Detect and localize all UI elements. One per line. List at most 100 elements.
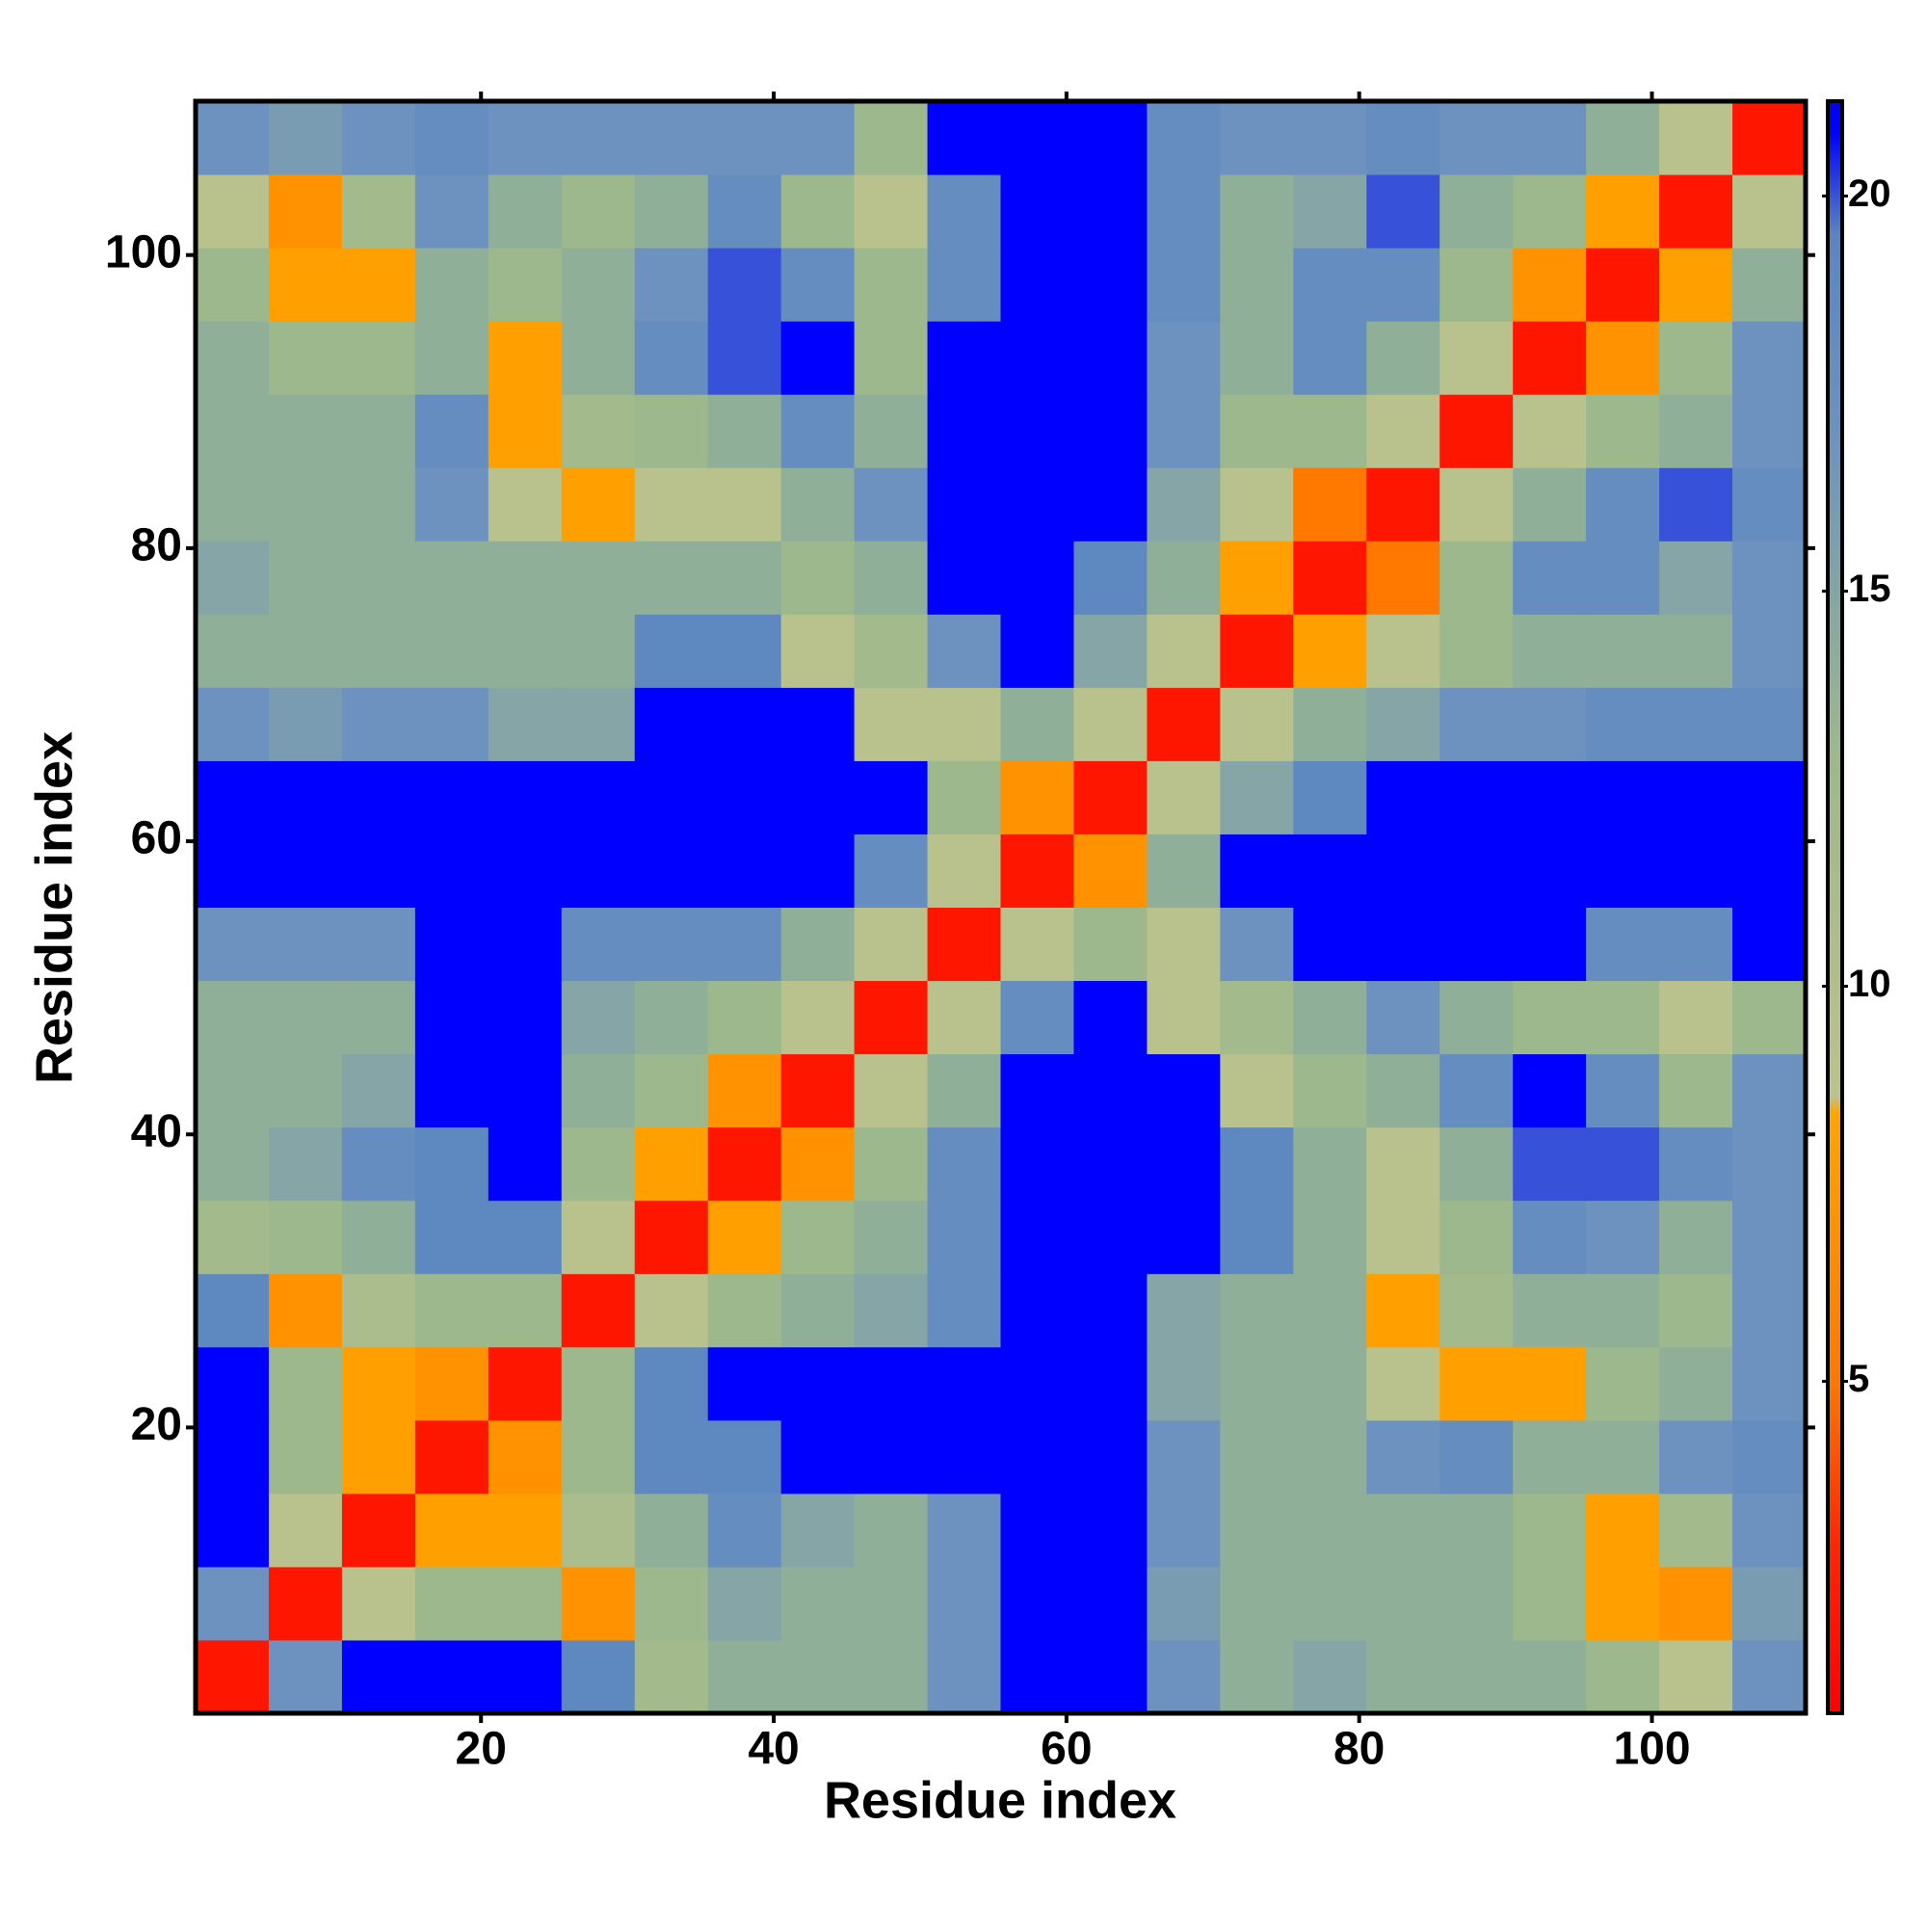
heatmap-cell — [268, 1419, 343, 1495]
heatmap-cell — [196, 1419, 270, 1495]
heatmap-cell — [1293, 467, 1367, 542]
heatmap-cell — [1732, 1053, 1807, 1128]
heatmap-cell — [1293, 248, 1367, 322]
heatmap-cell — [707, 541, 782, 615]
heatmap-cell — [1147, 834, 1221, 908]
heatmap-cell — [1293, 394, 1367, 468]
heatmap-cell — [1659, 101, 1733, 175]
heatmap-cell — [1439, 1126, 1514, 1202]
heatmap-cell — [634, 1566, 709, 1641]
heatmap-cell — [1659, 394, 1733, 468]
heatmap-cell — [1659, 1639, 1733, 1714]
heatmap-cell — [1439, 248, 1514, 322]
heatmap-cell — [854, 980, 929, 1055]
heatmap-cell — [1659, 1126, 1733, 1202]
heatmap-cell — [268, 1200, 343, 1275]
heatmap-cell — [854, 1639, 929, 1714]
heatmap-cell — [1586, 907, 1660, 982]
heatmap-cell — [1366, 1126, 1440, 1202]
heatmap-cell — [1366, 321, 1440, 395]
heatmap-cell — [780, 687, 856, 761]
heatmap-cell — [1147, 760, 1221, 834]
heatmap-cell — [780, 1639, 856, 1714]
heatmap-cell — [1293, 1419, 1367, 1495]
heatmap-cell — [414, 980, 489, 1055]
heatmap-cell — [488, 1273, 563, 1348]
heatmap-cell — [1147, 1493, 1221, 1568]
heatmap-cell — [1732, 467, 1807, 542]
heatmap-cell — [196, 321, 270, 395]
heatmap-cell — [1000, 1346, 1074, 1421]
heatmap-cell — [1000, 541, 1074, 615]
heatmap-cell — [561, 1346, 636, 1421]
heatmap-cell — [561, 687, 636, 761]
heatmap-cell — [927, 1053, 1001, 1128]
heatmap-cell — [268, 1566, 343, 1641]
heatmap-cell — [1439, 834, 1514, 908]
heatmap-cell — [268, 467, 343, 542]
heatmap-cell — [707, 687, 782, 761]
heatmap-cell — [1513, 1273, 1587, 1348]
heatmap-cell — [341, 101, 416, 175]
heatmap-cell — [927, 248, 1001, 322]
heatmap-cell — [196, 101, 270, 175]
heatmap-cell — [341, 1346, 416, 1421]
y-axis-label: Residue index — [25, 731, 83, 1084]
heatmap-cell — [1513, 541, 1587, 615]
heatmap-cell — [927, 1566, 1001, 1641]
heatmap-cell — [561, 907, 636, 982]
heatmap-cell — [196, 248, 270, 322]
heatmap-cell — [488, 1346, 563, 1421]
heatmap-cell — [1073, 248, 1148, 322]
heatmap-cell — [854, 394, 929, 468]
heatmap-cell — [634, 541, 709, 615]
heatmap-cell — [1073, 760, 1148, 834]
heatmap-cell — [414, 1639, 489, 1714]
heatmap-cell — [488, 614, 563, 688]
heatmap-cell — [707, 980, 782, 1055]
heatmap-cell — [1439, 907, 1514, 982]
heatmap-cell — [1659, 1566, 1733, 1641]
heatmap-cell — [1732, 248, 1807, 322]
heatmap-cell — [561, 101, 636, 175]
heatmap-cell — [1586, 321, 1660, 395]
heatmap-cell — [1147, 541, 1221, 615]
heatmap-cell — [268, 321, 343, 395]
heatmap-cell — [1073, 1273, 1148, 1348]
heatmap-cell — [488, 101, 563, 175]
heatmap-cell — [1732, 1566, 1807, 1641]
heatmap-cell — [1000, 760, 1074, 834]
heatmap-cell — [780, 1346, 856, 1421]
heatmap-cell — [854, 760, 929, 834]
heatmap-cell — [1732, 1273, 1807, 1348]
heatmap-cell — [707, 907, 782, 982]
heatmap-cell — [341, 760, 416, 834]
heatmap-cell — [414, 760, 489, 834]
heatmap-cell — [488, 394, 563, 468]
heatmap-cell — [1439, 101, 1514, 175]
heatmap-cell — [927, 1419, 1001, 1495]
heatmap-cell — [268, 760, 343, 834]
heatmap-cell — [1147, 1273, 1221, 1348]
heatmap-cell — [1439, 1419, 1514, 1495]
heatmap-cell — [1513, 614, 1587, 688]
heatmap-cell — [634, 834, 709, 908]
heatmap-cell — [488, 1639, 563, 1714]
heatmap-cell — [1073, 321, 1148, 395]
heatmap-cell — [1513, 1126, 1587, 1202]
heatmap-cell — [927, 1493, 1001, 1568]
heatmap-cell — [707, 174, 782, 249]
heatmap-cell — [1659, 174, 1733, 249]
heatmap-cell — [1220, 614, 1294, 688]
heatmap-cell — [1000, 907, 1074, 982]
heatmap-cell — [854, 1200, 929, 1275]
heatmap-cell — [1220, 248, 1294, 322]
heatmap-cell — [1220, 1419, 1294, 1495]
heatmap-cell — [561, 541, 636, 615]
heatmap-cell — [854, 834, 929, 908]
heatmap-cell — [488, 248, 563, 322]
heatmap-cell — [634, 1493, 709, 1568]
heatmap-cell — [1659, 687, 1733, 761]
heatmap-cell — [1147, 1346, 1221, 1421]
heatmap-cell — [268, 834, 343, 908]
